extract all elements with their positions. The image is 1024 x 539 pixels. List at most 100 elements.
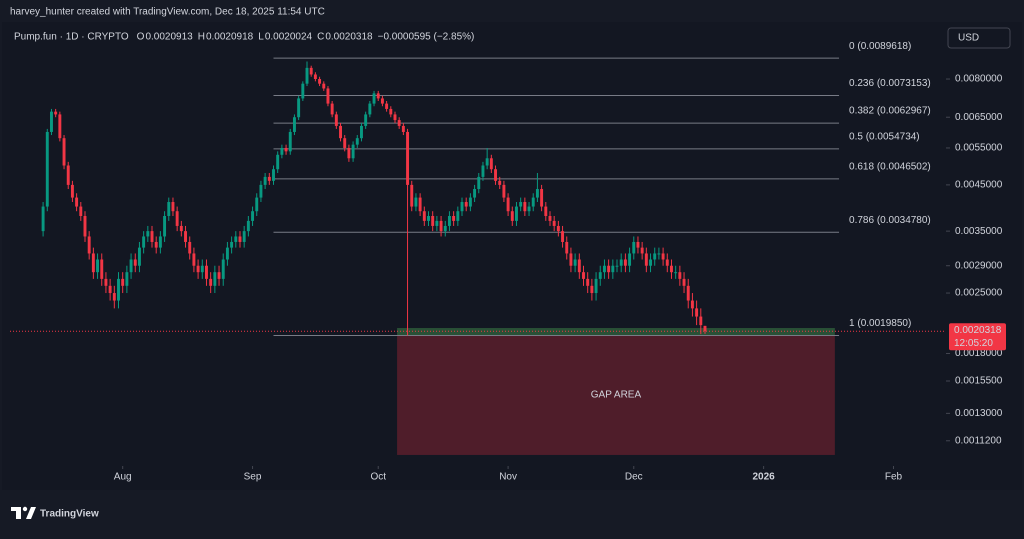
- zone: [397, 335, 835, 455]
- candle-body: [427, 215, 430, 221]
- candle-body: [225, 247, 229, 260]
- candle-body: [41, 206, 45, 232]
- candle-body: [678, 272, 682, 279]
- candle-body: [376, 93, 380, 99]
- candle-body: [104, 278, 108, 286]
- ohlc-value: 0.0020318: [325, 32, 373, 43]
- candle-body: [406, 131, 410, 185]
- candle-body: [309, 67, 313, 75]
- candle-body: [154, 241, 158, 248]
- x-tick-label: Dec: [625, 472, 643, 483]
- y-tick-label: 0.0015500: [955, 376, 1003, 387]
- x-tick-label: Aug: [114, 472, 132, 483]
- y-tick-label: 0.0018000: [955, 348, 1003, 359]
- ohlc-key: O: [137, 32, 145, 43]
- zone: [397, 328, 835, 336]
- candle-body: [548, 215, 552, 221]
- y-tick-label: 0.0065000: [955, 112, 1003, 123]
- candle-body: [305, 67, 309, 84]
- plot-area: GAP AREA 0 (0.0089618) 0.236 (0.0073153) 0.…: [10, 41, 946, 455]
- candle-body: [188, 241, 192, 254]
- price-change: −0.0000595 (−2.85%): [378, 32, 475, 43]
- candle-body: [347, 147, 351, 159]
- candle-body: [565, 241, 569, 254]
- candle-body: [644, 253, 648, 266]
- candle-body: [322, 83, 326, 89]
- ohlc-key: H: [198, 32, 205, 43]
- candle-body: [632, 241, 636, 254]
- symbol: Pump.fun · 1D · CRYPTO: [14, 32, 129, 43]
- attribution: harvey_hunter created with TradingView.c…: [10, 7, 325, 18]
- y-tick-label: 0.0011200: [955, 435, 1002, 446]
- candle-body: [360, 125, 363, 139]
- fib-label: 1 (0.0019850): [849, 318, 911, 329]
- candle-body: [272, 169, 275, 181]
- candle-body: [531, 197, 535, 207]
- candle-body: [343, 138, 347, 148]
- candle-body: [695, 308, 699, 317]
- candle-body: [473, 189, 477, 198]
- candle-body: [213, 272, 217, 286]
- candle-body: [665, 259, 669, 266]
- countdown: 12:05:20: [954, 338, 993, 349]
- candle-body: [410, 184, 414, 207]
- candle-body: [284, 147, 288, 152]
- y-tick-label: 0.0013000: [955, 408, 1003, 419]
- candle-body: [628, 253, 632, 266]
- candle-body: [690, 300, 694, 309]
- candle-body: [351, 144, 355, 159]
- candle-body: [133, 259, 137, 266]
- ohlc-value: 0.0020913: [145, 32, 193, 43]
- candle-body: [447, 215, 451, 226]
- candle-body: [66, 165, 70, 185]
- candle-body: [334, 114, 338, 126]
- candle-body: [54, 111, 58, 115]
- candle-body: [401, 125, 405, 132]
- candle-body: [368, 103, 372, 115]
- candle-body: [389, 108, 393, 115]
- candle-body: [70, 184, 74, 198]
- candle-body: [674, 272, 678, 274]
- candle-body: [699, 316, 703, 326]
- candle-body: [221, 259, 225, 279]
- candle-body: [456, 211, 460, 221]
- candle-body: [653, 253, 657, 260]
- fib-label: 0.382 (0.0062967): [849, 106, 931, 117]
- candle-body: [297, 98, 301, 118]
- candle-body: [83, 215, 87, 237]
- candle-body: [91, 253, 95, 273]
- candle-body: [636, 241, 640, 248]
- candle-body: [280, 147, 284, 155]
- logo-icon: [11, 507, 21, 519]
- candle-body: [330, 103, 334, 115]
- candle-body: [288, 131, 292, 152]
- candle-body: [682, 278, 686, 286]
- candle-body: [87, 236, 91, 254]
- candle-body: [318, 79, 322, 84]
- candle-body: [477, 176, 481, 190]
- candle-body: [146, 231, 150, 237]
- candle-body: [142, 236, 146, 248]
- candle-body: [372, 93, 376, 104]
- currency-box[interactable]: [947, 27, 1011, 49]
- candle-body: [523, 202, 527, 212]
- candle-body: [460, 202, 464, 212]
- fib-label: 0.618 (0.0046502): [849, 161, 931, 172]
- logo-text: TradingView: [40, 509, 99, 520]
- candle-body: [615, 265, 619, 267]
- currency[interactable]: USD: [958, 33, 979, 44]
- logo-icon: [26, 507, 36, 519]
- candle-body: [75, 197, 79, 207]
- candle-body: [594, 278, 598, 294]
- candle-body: [485, 158, 489, 166]
- candle-body: [192, 253, 196, 266]
- candle-body: [686, 285, 690, 301]
- candle-body: [196, 265, 200, 273]
- candle-body: [657, 253, 661, 255]
- candle-body: [510, 211, 514, 221]
- x-tick-label: 2026: [753, 472, 776, 483]
- price-tag-label: 0.0020318: [954, 325, 1002, 336]
- candle-body: [397, 120, 401, 126]
- candle-body: [112, 293, 116, 301]
